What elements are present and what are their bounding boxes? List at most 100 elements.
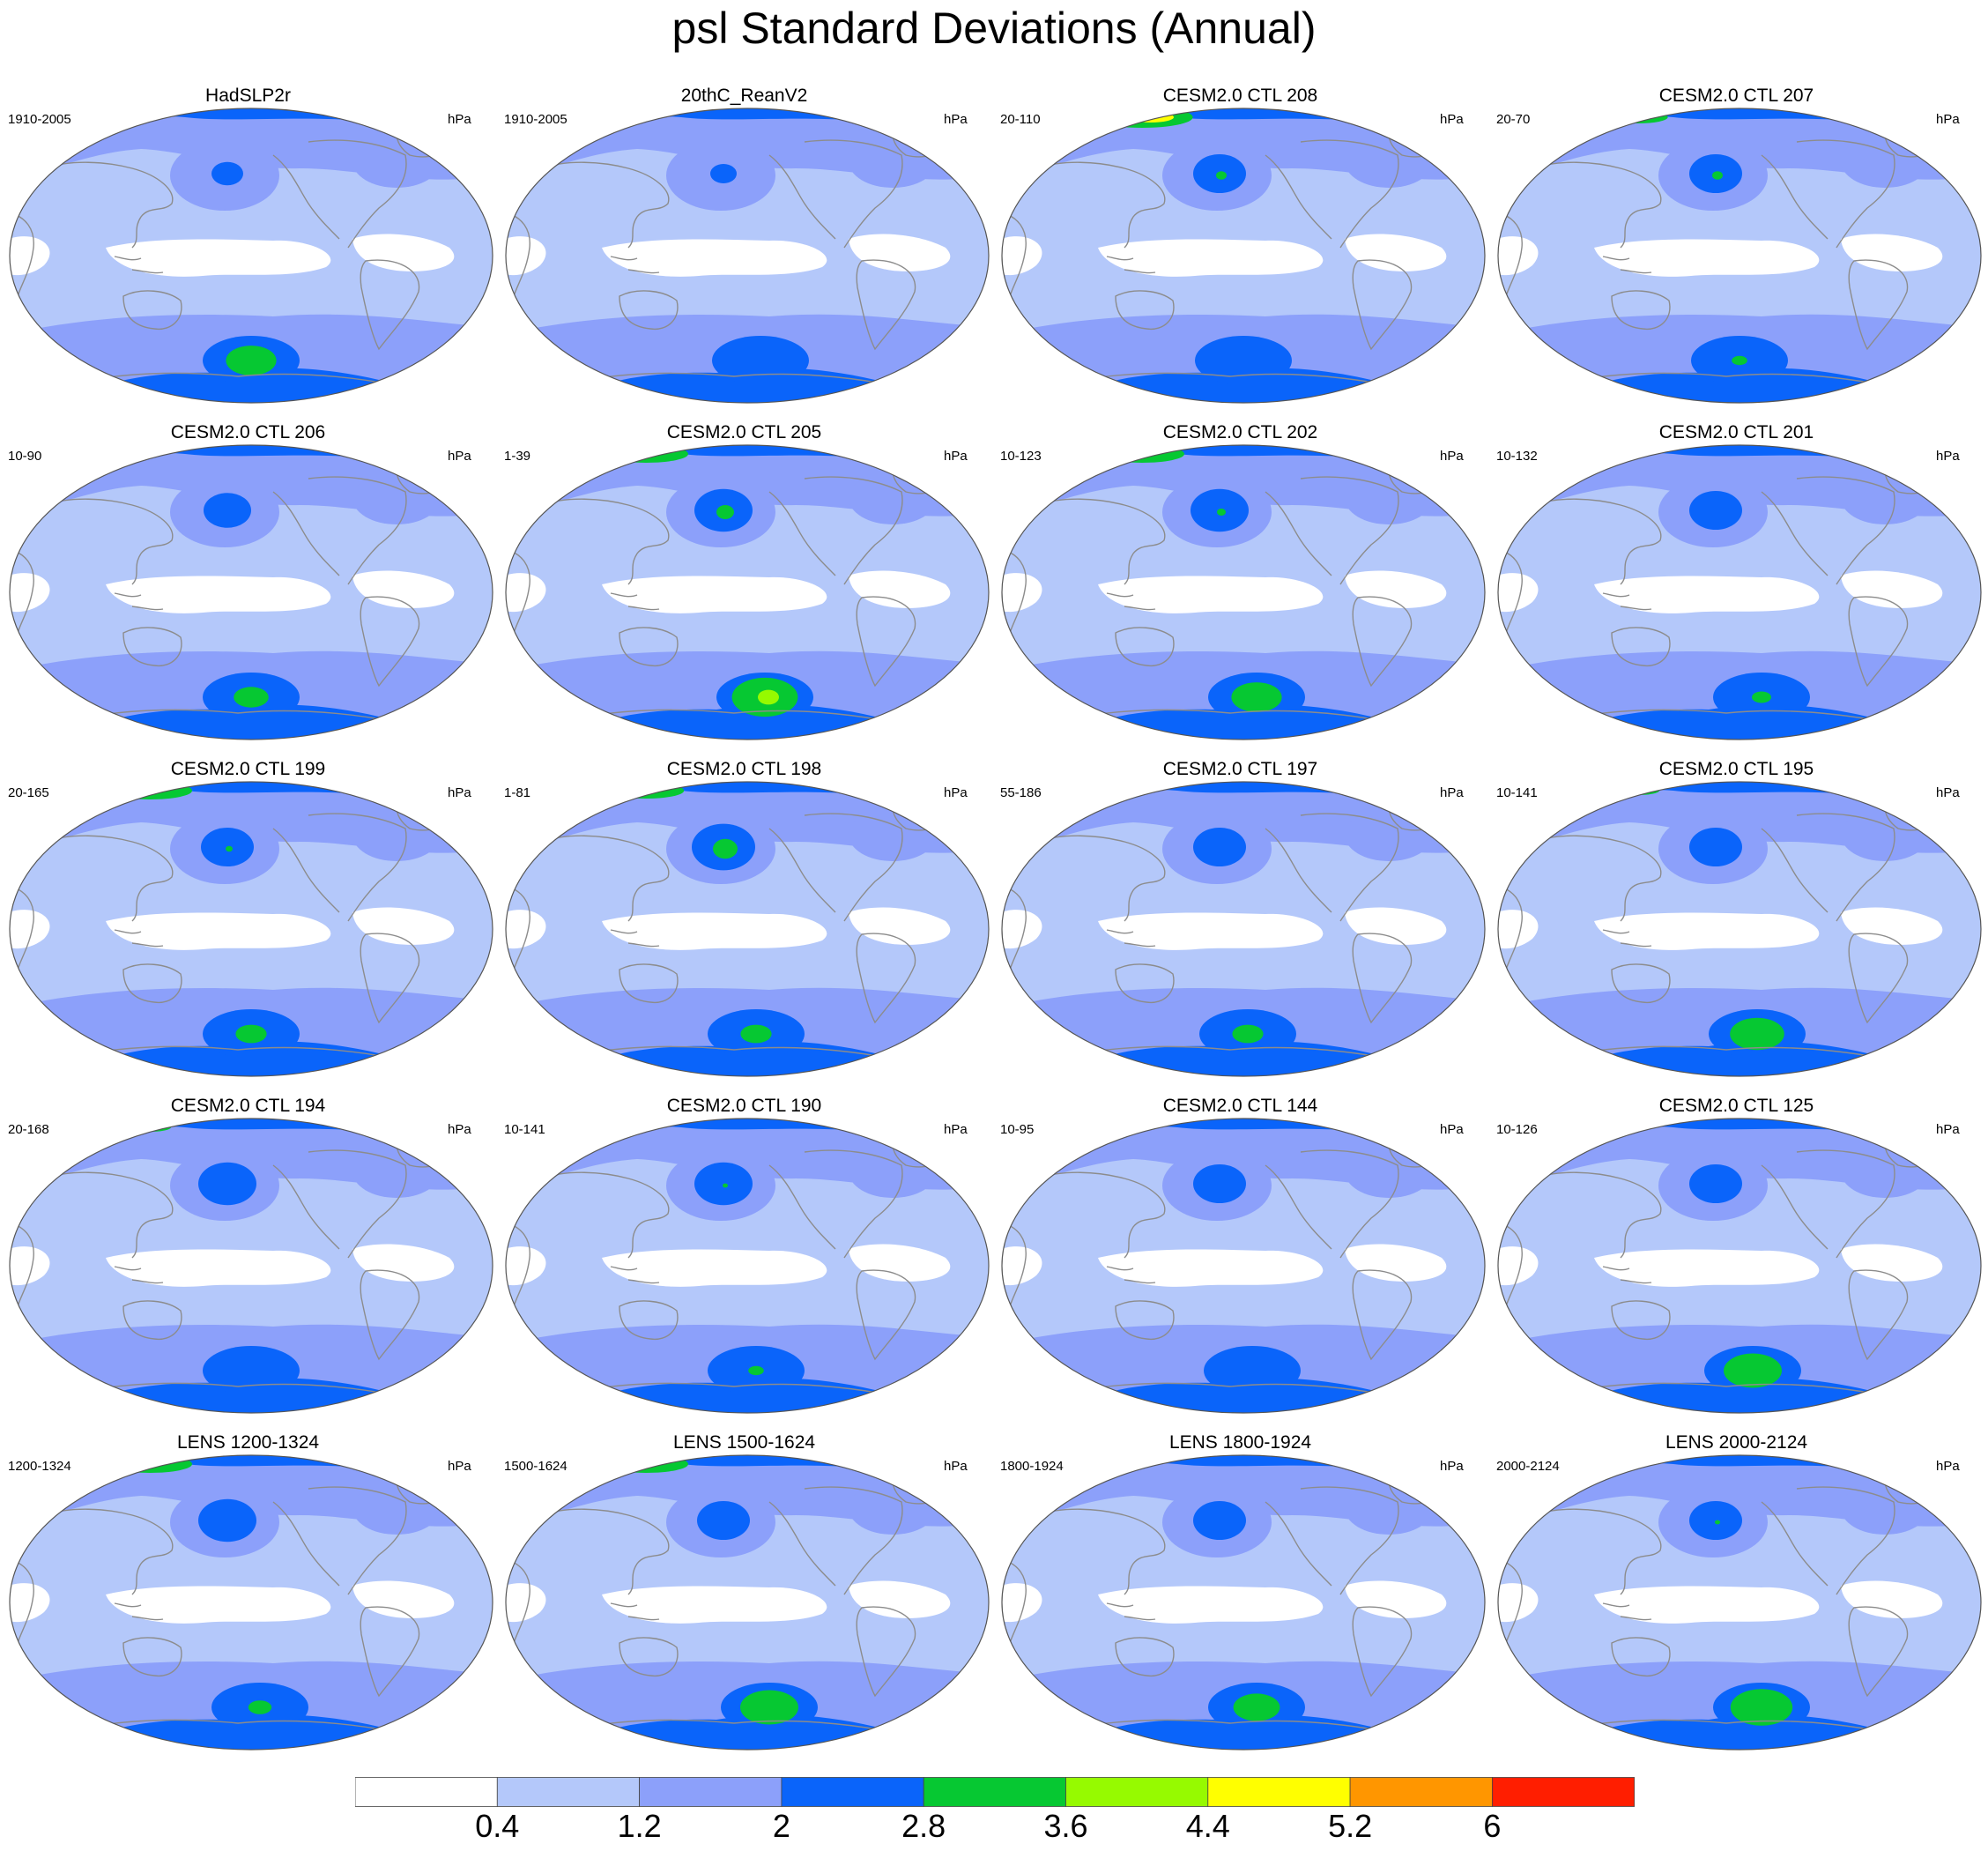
panel-title: CESM2.0 CTL 208 xyxy=(1162,85,1318,106)
map-panel: CESM2.0 CTL 199 20-165 hPa xyxy=(0,759,496,1096)
robinson-map xyxy=(1497,781,1982,1077)
panel-year-range: 20-70 xyxy=(1496,112,1531,127)
map-panel: CESM2.0 CTL 206 10-90 hPa xyxy=(0,422,496,759)
panel-title: CESM2.0 CTL 194 xyxy=(170,1096,326,1116)
robinson-map xyxy=(1497,444,1982,740)
colorbar-tick-label: 5.2 xyxy=(1328,1808,1373,1844)
map-panel: LENS 2000-2124 2000-2124 hPa xyxy=(1488,1432,1984,1769)
panel-year-range: 1-81 xyxy=(504,785,531,800)
robinson-map xyxy=(9,444,493,740)
panel-title: CESM2.0 CTL 125 xyxy=(1658,1096,1814,1116)
panel-title: LENS 2000-2124 xyxy=(1665,1432,1808,1453)
robinson-map xyxy=(505,444,990,740)
colorbar-box xyxy=(1349,1777,1493,1807)
colorbar-tick-label: 6 xyxy=(1483,1808,1502,1844)
panel-year-range: 20-110 xyxy=(1000,112,1041,127)
map-panel: 20thC_ReanV2 1910-2005 hPa xyxy=(496,85,992,422)
colorbar-box xyxy=(496,1777,641,1807)
panel-year-range: 10-141 xyxy=(1496,785,1538,800)
panel-year-range: 10-90 xyxy=(8,449,42,464)
panel-units: hPa xyxy=(1440,1459,1464,1474)
robinson-map xyxy=(1497,108,1982,404)
robinson-map xyxy=(505,108,990,404)
colorbar-tick-label: 1.2 xyxy=(617,1808,662,1844)
panel-units: hPa xyxy=(448,449,471,464)
robinson-map xyxy=(1001,108,1486,404)
panel-title: CESM2.0 CTL 206 xyxy=(170,422,326,442)
panel-year-range: 1200-1324 xyxy=(8,1459,71,1474)
panel-title: CESM2.0 CTL 202 xyxy=(1162,422,1318,442)
panel-units: hPa xyxy=(944,449,968,464)
map-panel: CESM2.0 CTL 205 1-39 hPa xyxy=(496,422,992,759)
panel-units: hPa xyxy=(448,1122,471,1137)
colorbar-box xyxy=(1492,1777,1635,1807)
robinson-map xyxy=(1497,1118,1982,1414)
panel-title: LENS 1500-1624 xyxy=(672,1432,816,1453)
panel-year-range: 10-126 xyxy=(1496,1122,1538,1137)
panel-title: LENS 1200-1324 xyxy=(176,1432,320,1453)
colorbar-labels: 0.4 1.2 2 2.8 3.6 4.4 5.2 6 xyxy=(0,1807,1988,1851)
robinson-map xyxy=(9,108,493,404)
colorbar-box xyxy=(923,1777,1066,1807)
robinson-map xyxy=(505,1118,990,1414)
panel-title: CESM2.0 CTL 207 xyxy=(1658,85,1814,106)
panel-units: hPa xyxy=(1440,1122,1464,1137)
panel-title: CESM2.0 CTL 198 xyxy=(666,759,822,779)
colorbar-box xyxy=(355,1777,498,1807)
robinson-map xyxy=(1497,1454,1982,1751)
map-panel: HadSLP2r 1910-2005 hPa xyxy=(0,85,496,422)
panel-units: hPa xyxy=(448,1459,471,1474)
map-panel: CESM2.0 CTL 207 20-70 hPa xyxy=(1488,85,1984,422)
map-panel: LENS 1200-1324 1200-1324 hPa xyxy=(0,1432,496,1769)
robinson-map xyxy=(1001,1118,1486,1414)
panel-year-range: 1500-1624 xyxy=(504,1459,567,1474)
colorbar-box xyxy=(1207,1777,1351,1807)
contour-field xyxy=(1498,445,1981,740)
panel-year-range: 55-186 xyxy=(1000,785,1042,800)
robinson-map xyxy=(9,1454,493,1751)
panel-title: CESM2.0 CTL 205 xyxy=(666,422,822,442)
panel-year-range: 10-95 xyxy=(1000,1122,1035,1137)
panel-year-range: 20-165 xyxy=(8,785,49,800)
colorbar-tick-label: 2.8 xyxy=(901,1808,946,1844)
colorbar-tick-label: 2 xyxy=(772,1808,790,1844)
panel-units: hPa xyxy=(1936,449,1960,464)
robinson-map xyxy=(505,781,990,1077)
map-panel: LENS 1500-1624 1500-1624 hPa xyxy=(496,1432,992,1769)
colorbar-tick-label: 0.4 xyxy=(475,1808,520,1844)
colorbar-box xyxy=(1065,1777,1209,1807)
robinson-map xyxy=(1001,444,1486,740)
figure-title: psl Standard Deviations (Annual) xyxy=(671,4,1317,53)
panel-title: CESM2.0 CTL 144 xyxy=(1162,1096,1318,1116)
contour-field xyxy=(506,1455,989,1750)
colorbar-box xyxy=(781,1777,924,1807)
panel-units: hPa xyxy=(944,112,968,127)
panel-year-range: 2000-2124 xyxy=(1496,1459,1560,1474)
robinson-map xyxy=(1001,781,1486,1077)
panel-year-range: 1910-2005 xyxy=(504,112,567,127)
colorbar-box xyxy=(639,1777,783,1807)
map-panel: CESM2.0 CTL 208 20-110 hPa xyxy=(992,85,1488,422)
panel-year-range: 10-123 xyxy=(1000,449,1042,464)
panel-units: hPa xyxy=(1936,785,1960,800)
panel-title: CESM2.0 CTL 201 xyxy=(1658,422,1814,442)
map-panel: CESM2.0 CTL 144 10-95 hPa xyxy=(992,1096,1488,1432)
map-panel: CESM2.0 CTL 198 1-81 hPa xyxy=(496,759,992,1096)
robinson-map xyxy=(505,1454,990,1751)
robinson-map xyxy=(9,781,493,1077)
panel-units: hPa xyxy=(448,785,471,800)
panel-units: hPa xyxy=(944,1459,968,1474)
map-panel: CESM2.0 CTL 190 10-141 hPa xyxy=(496,1096,992,1432)
panel-units: hPa xyxy=(1440,449,1464,464)
panel-units: hPa xyxy=(944,785,968,800)
colorbar-tick-label: 3.6 xyxy=(1043,1808,1088,1844)
panel-year-range: 20-168 xyxy=(8,1122,49,1137)
panel-year-range: 1910-2005 xyxy=(8,112,71,127)
panel-title: LENS 1800-1924 xyxy=(1168,1432,1312,1453)
map-panel: CESM2.0 CTL 125 10-126 hPa xyxy=(1488,1096,1984,1432)
panel-units: hPa xyxy=(448,112,471,127)
panel-title: CESM2.0 CTL 199 xyxy=(170,759,326,779)
colorbar-tick-label: 4.4 xyxy=(1185,1808,1230,1844)
panel-title: CESM2.0 CTL 195 xyxy=(1658,759,1814,779)
panel-units: hPa xyxy=(1440,112,1464,127)
